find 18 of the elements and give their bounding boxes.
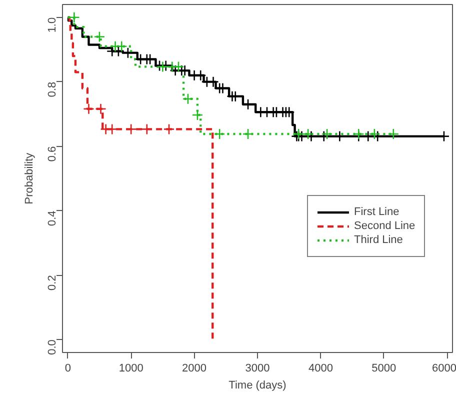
x-tick-label: 1000 — [118, 362, 144, 374]
legend-label: First Line — [354, 205, 400, 219]
x-tick-label: 6000 — [432, 362, 456, 374]
y-tick-label: 0.6 — [46, 146, 58, 162]
y-tick-label: 0.4 — [46, 210, 58, 226]
x-tick-label: 4000 — [308, 362, 333, 374]
x-tick-label: 3000 — [245, 362, 270, 374]
y-tick-label: 0.2 — [46, 275, 58, 290]
y-tick-label: 1.0 — [46, 17, 58, 33]
y-tick-label: 0.0 — [46, 340, 58, 355]
y-tick-label: 0.8 — [46, 82, 58, 98]
legend-label: Second Line — [354, 219, 416, 233]
y-axis-title: Probability — [24, 152, 36, 204]
x-tick-label: 5000 — [372, 362, 396, 374]
x-axis-title: Time (days) — [228, 380, 286, 392]
legend-label: Third Line — [354, 233, 403, 247]
x-tick-label: 2000 — [182, 362, 207, 374]
x-tick-label: 0 — [64, 362, 71, 374]
